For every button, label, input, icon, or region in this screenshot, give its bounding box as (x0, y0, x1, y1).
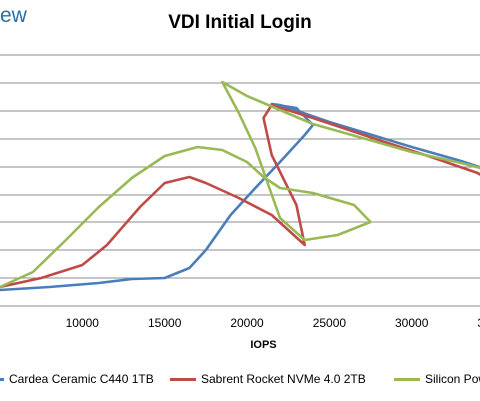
series-line-2 (0, 103, 480, 289)
x-tick-label: 10000 (66, 316, 100, 330)
legend-swatch (0, 377, 4, 381)
line-chart: 10000 15000 20000 25000 30000 35000 (0, 54, 480, 330)
legend-item-cardea: Cardea Ceramic C440 1TB (0, 372, 154, 386)
x-tick-label: 15000 (148, 316, 182, 330)
chart-title: VDI Initial Login (168, 12, 312, 33)
x-tick-labels: 10000 15000 20000 25000 30000 35000 (66, 316, 480, 330)
series-layer (0, 80, 480, 292)
brand-logo-text: ew (0, 4, 27, 27)
legend: Cardea Ceramic C440 1TB Sabrent Rocket N… (0, 372, 480, 390)
x-tick-label: 20000 (230, 316, 264, 330)
series-line-1 (0, 102, 480, 292)
x-tick-label: 25000 (313, 316, 347, 330)
x-axis-label: IOPS (250, 339, 277, 351)
legend-item-silicon-power: Silicon Power (394, 372, 480, 386)
series-line-3 (0, 80, 480, 289)
gridlines (0, 54, 480, 307)
x-tick-label: 30000 (395, 316, 429, 330)
x-tick-label: 35000 (477, 316, 480, 330)
legend-label: Silicon Power (425, 372, 480, 386)
legend-label: Cardea Ceramic C440 1TB (9, 372, 154, 386)
legend-item-sabrent: Sabrent Rocket NVMe 4.0 2TB (170, 372, 366, 386)
legend-swatch (170, 377, 196, 381)
legend-label: Sabrent Rocket NVMe 4.0 2TB (201, 372, 366, 386)
legend-swatch (394, 377, 420, 381)
